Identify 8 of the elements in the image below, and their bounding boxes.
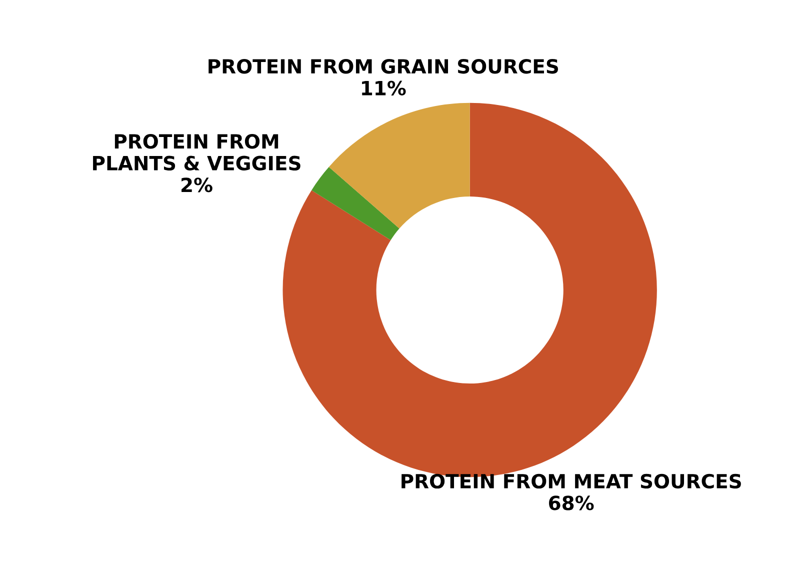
data-label: 2% (182, 178, 212, 192)
data-label: 68% (549, 496, 594, 510)
slice-label: PROTEIN FROM MEAT SOURCES (402, 474, 741, 489)
data-label: 11% (362, 80, 406, 96)
donut-slice (312, 166, 400, 240)
slice-label: PROTEIN FROM PLANTS & VEGGIES (93, 134, 300, 171)
donut-slice (328, 102, 470, 228)
slice-label: PROTEIN FROM GRAIN SOURCES (208, 58, 558, 74)
